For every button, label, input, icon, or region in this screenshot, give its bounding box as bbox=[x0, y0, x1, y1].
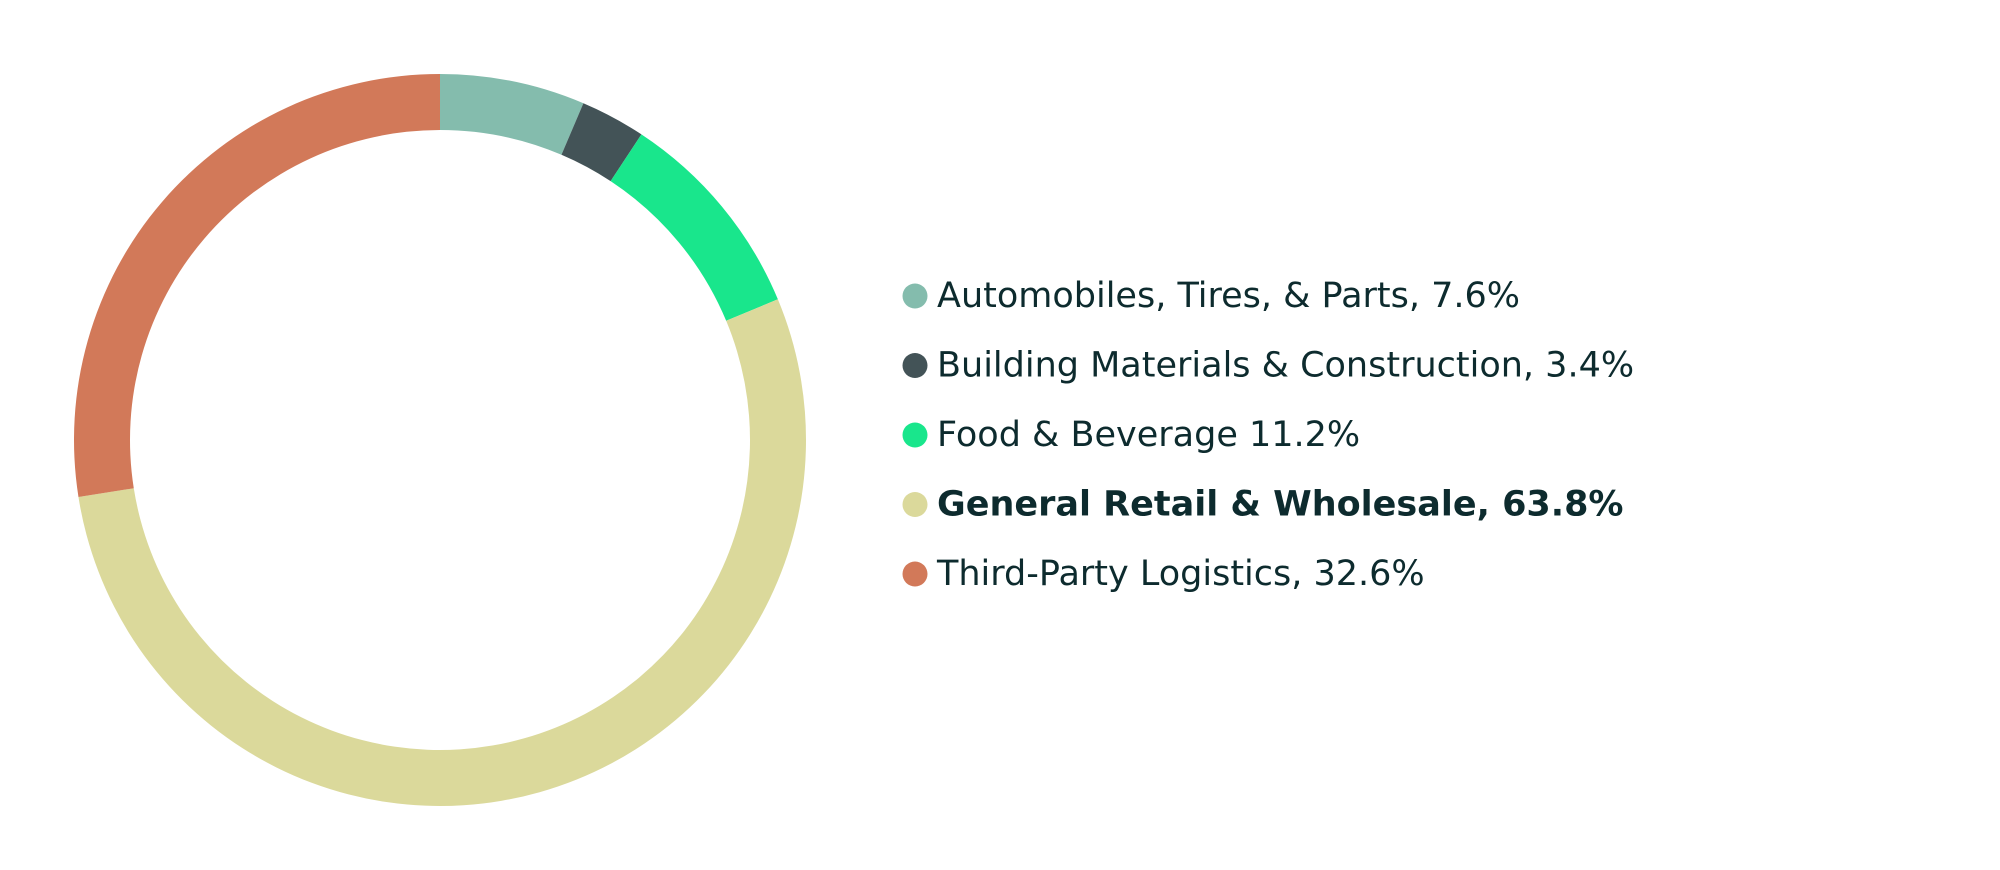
legend-marker bbox=[902, 492, 928, 517]
legend-label: Third-Party Logistics, 32.6% bbox=[936, 554, 1425, 594]
legend-label: General Retail & Wholesale, 63.8% bbox=[937, 485, 1624, 525]
donut-segment bbox=[78, 299, 807, 807]
legend-label: Building Materials & Construction, 3.4% bbox=[937, 346, 1634, 386]
donut-segment bbox=[561, 103, 642, 182]
legend-label: Automobiles, Tires, & Parts, 7.6% bbox=[937, 276, 1520, 316]
donut-segment bbox=[610, 134, 778, 321]
legend-label: Food & Beverage 11.2% bbox=[937, 415, 1360, 455]
donut-segment bbox=[440, 74, 584, 155]
donut-segment bbox=[74, 74, 441, 497]
legend-marker bbox=[902, 283, 928, 309]
legend-marker bbox=[902, 353, 928, 378]
legend-marker bbox=[902, 561, 928, 587]
legend-marker bbox=[902, 422, 928, 448]
